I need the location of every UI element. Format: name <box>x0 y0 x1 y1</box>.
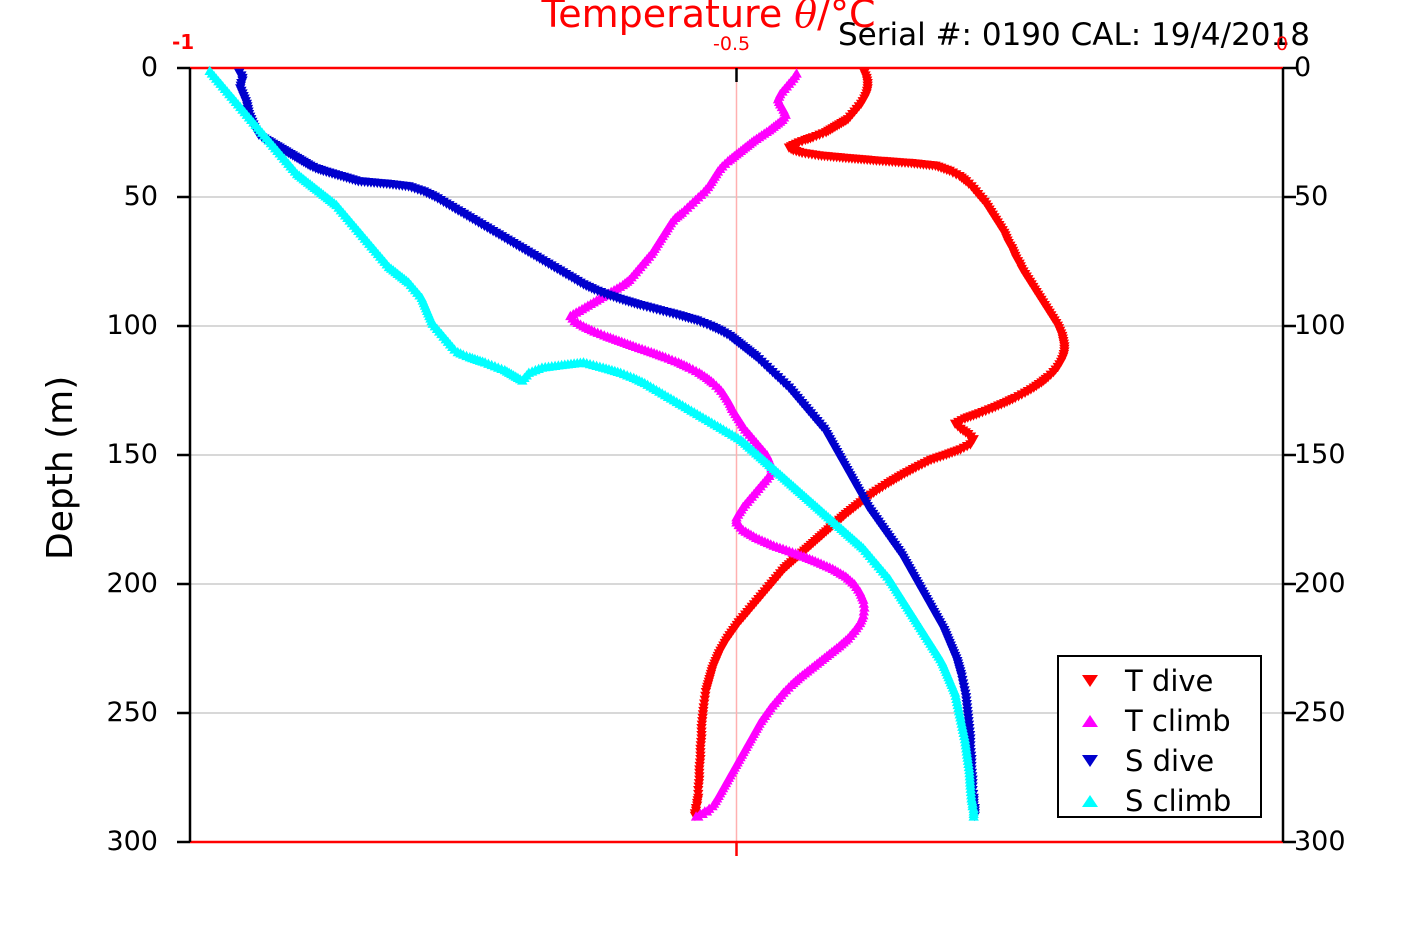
series-s-climb <box>204 65 979 821</box>
y-tick-right-50: 50 <box>1294 181 1329 212</box>
legend-label-s-dive: S dive <box>1125 744 1215 778</box>
y-tick-right-150: 150 <box>1294 439 1346 470</box>
y-tick-right-0: 0 <box>1294 52 1312 83</box>
y-tick-left-150: 150 <box>106 439 158 470</box>
theta-symbol: θ <box>794 0 818 36</box>
legend[interactable]: T dive T climb S dive S climb <box>1057 655 1262 818</box>
chart-title-prefix: Temperature <box>541 0 795 36</box>
series-s-dive <box>233 68 980 822</box>
x-tick-label-minus1: -1 <box>172 30 195 54</box>
triangle-down-icon <box>1073 675 1107 687</box>
legend-label-t-climb: T climb <box>1125 704 1231 738</box>
legend-item-t-dive[interactable]: T dive <box>1059 661 1260 701</box>
chart-title: Temperature θ/°C <box>0 0 1417 36</box>
y-tick-right-300: 300 <box>1294 826 1346 857</box>
chart-title-suffix: /°C <box>817 0 876 36</box>
triangle-up-icon <box>1073 715 1107 727</box>
x-tick-label-minus0-5: -0.5 <box>713 33 751 55</box>
y-tick-left-250: 250 <box>106 697 158 728</box>
y-tick-left-100: 100 <box>106 310 158 341</box>
y-tick-left-300: 300 <box>106 826 158 857</box>
axis-ticks <box>177 66 1296 856</box>
data-series-layer <box>204 65 1070 822</box>
legend-item-s-dive[interactable]: S dive <box>1059 741 1260 781</box>
legend-label-s-climb: S climb <box>1125 784 1232 818</box>
legend-label-t-dive: T dive <box>1125 664 1214 698</box>
legend-item-t-climb[interactable]: T climb <box>1059 701 1260 741</box>
y-tick-right-100: 100 <box>1294 310 1346 341</box>
triangle-down-icon <box>1073 755 1107 767</box>
legend-item-s-climb[interactable]: S climb <box>1059 781 1260 821</box>
series-t-climb <box>565 68 870 821</box>
y-tick-left-0: 0 <box>140 52 158 83</box>
triangle-up-icon <box>1073 795 1107 807</box>
y-tick-right-250: 250 <box>1294 697 1346 728</box>
y-tick-left-50: 50 <box>123 181 158 212</box>
serial-cal-annotation: Serial #: 0190 CAL: 19/4/2018 <box>838 17 1310 53</box>
y-tick-right-200: 200 <box>1294 568 1346 599</box>
y-tick-left-200: 200 <box>106 568 158 599</box>
x-tick-label-0: 0 <box>1276 33 1289 55</box>
y-axis-label: Depth (m) <box>40 375 81 560</box>
